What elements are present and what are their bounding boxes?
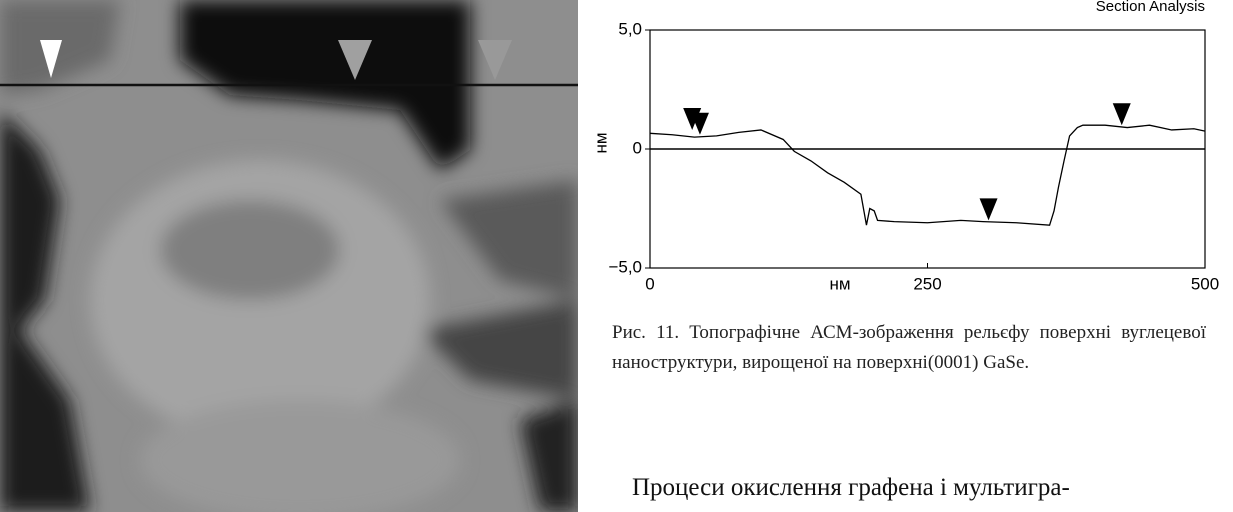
- x-tick-label: 250: [913, 274, 941, 293]
- x-tick-label: 500: [1191, 274, 1219, 293]
- y-tick-label: 5,0: [618, 19, 642, 38]
- cursor-marker: [979, 198, 998, 221]
- cursor-marker: [690, 112, 709, 135]
- x-tick-label: 0: [645, 274, 654, 293]
- profile-line: [649, 124, 1206, 226]
- chart-title: Section Analysis: [1096, 0, 1205, 15]
- y-tick-label: 0: [633, 138, 642, 157]
- afm-image: [0, 0, 578, 512]
- y-axis-label: нм: [591, 132, 610, 153]
- figure-caption: Рис. 11. Топографічне АСМ-зображення рел…: [612, 322, 1206, 373]
- chart: Section Analysis нм нм 5,00−5,00 250 500: [591, 0, 1219, 293]
- body-text: Процеси окислення графена і мультигра-: [632, 474, 1070, 501]
- y-tick-label: −5,0: [608, 257, 642, 276]
- x-axis-label: нм: [829, 274, 850, 293]
- cursor-marker: [1112, 103, 1131, 126]
